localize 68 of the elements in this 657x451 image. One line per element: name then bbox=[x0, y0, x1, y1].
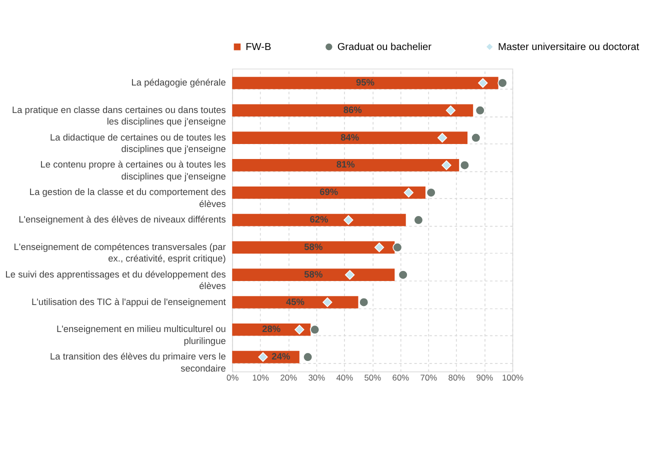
bar bbox=[232, 132, 468, 144]
bar bbox=[232, 104, 474, 117]
y-tick-label: La gestion de la classe et du comportement des élèves bbox=[29, 187, 226, 209]
point bbox=[426, 188, 436, 198]
point bbox=[437, 132, 448, 143]
point bbox=[392, 242, 402, 252]
x-tick-label: 20% bbox=[280, 372, 298, 382]
bar bbox=[232, 76, 498, 90]
point bbox=[359, 297, 369, 308]
point bbox=[294, 324, 304, 334]
point bbox=[471, 132, 481, 143]
data-label: 81% bbox=[336, 160, 355, 170]
y-tick-label: L'utilisation des TIC à l'appui de l'enseignement bbox=[32, 296, 226, 307]
y-tick-label: La pédagogie générale bbox=[131, 78, 226, 88]
bar bbox=[232, 323, 311, 336]
y-tick-label: La didactique de certaines ou de toutes les disciplines que j'enseigne bbox=[50, 132, 226, 154]
point bbox=[475, 106, 485, 116]
y-tick-label: La transition des élèves du primaire vers le secondaire bbox=[50, 352, 226, 374]
bar bbox=[232, 214, 406, 226]
data-label: 45% bbox=[286, 296, 304, 307]
x-tick-label: 40% bbox=[336, 372, 354, 382]
point bbox=[478, 78, 488, 88]
data-label: 28% bbox=[262, 324, 281, 334]
x-tick-label: 50% bbox=[364, 372, 382, 382]
data-label: 58% bbox=[304, 242, 323, 252]
bar bbox=[232, 241, 395, 254]
point bbox=[404, 188, 414, 198]
bar bbox=[232, 159, 460, 172]
x-tick-label: 60% bbox=[392, 372, 410, 382]
point bbox=[414, 215, 424, 225]
point bbox=[322, 297, 332, 308]
data-label: 84% bbox=[340, 132, 360, 142]
point bbox=[310, 324, 320, 334]
legend-label: FW-B bbox=[246, 42, 272, 54]
point bbox=[302, 352, 313, 362]
data-label: 58% bbox=[304, 269, 323, 280]
point bbox=[442, 160, 452, 170]
bar bbox=[232, 268, 395, 281]
bar bbox=[232, 296, 358, 308]
data-label: 95% bbox=[356, 78, 374, 88]
y-tick-label: Le suivi des apprentissages et du développement des élèves bbox=[5, 269, 226, 292]
y-tick-label: L'enseignement en milieu multiculturel ou plurilingue bbox=[56, 324, 226, 346]
x-tick-label: 70% bbox=[420, 372, 438, 382]
x-tick-label: 90% bbox=[476, 372, 494, 382]
point bbox=[258, 352, 268, 362]
data-label: 86% bbox=[343, 104, 362, 115]
x-tick-label: 30% bbox=[308, 372, 326, 382]
x-tick-label: 80% bbox=[448, 372, 466, 382]
point bbox=[344, 215, 354, 225]
y-tick-label: L'enseignement de compétences transversales (par ex., créativité, esprit critique) bbox=[14, 242, 226, 264]
point bbox=[446, 106, 456, 116]
x-tick-label: 100% bbox=[502, 372, 524, 382]
data-label: 69% bbox=[320, 187, 338, 198]
x-tick-label: 0% bbox=[226, 372, 240, 382]
legend-label: Master universitaire ou doctorat bbox=[498, 42, 640, 54]
point bbox=[460, 160, 470, 170]
bar bbox=[232, 186, 426, 199]
point bbox=[345, 270, 355, 280]
y-tick-label: La pratique en classe dans certaines ou dans toutes les disciplines que j'enseigne bbox=[12, 104, 226, 127]
legend-label: Graduat ou bachelier bbox=[337, 42, 432, 54]
y-tick-label: L'enseignement à des élèves de niveaux différents bbox=[18, 214, 226, 225]
y-tick-label: Le contenu propre à certaines ou à toutes les disciplines que j'enseigne bbox=[40, 160, 226, 182]
point bbox=[374, 242, 384, 252]
point bbox=[398, 270, 408, 280]
x-tick-label: 10% bbox=[252, 372, 270, 382]
data-label: 24% bbox=[272, 352, 290, 362]
data-label: 62% bbox=[310, 214, 328, 225]
point bbox=[498, 78, 508, 88]
